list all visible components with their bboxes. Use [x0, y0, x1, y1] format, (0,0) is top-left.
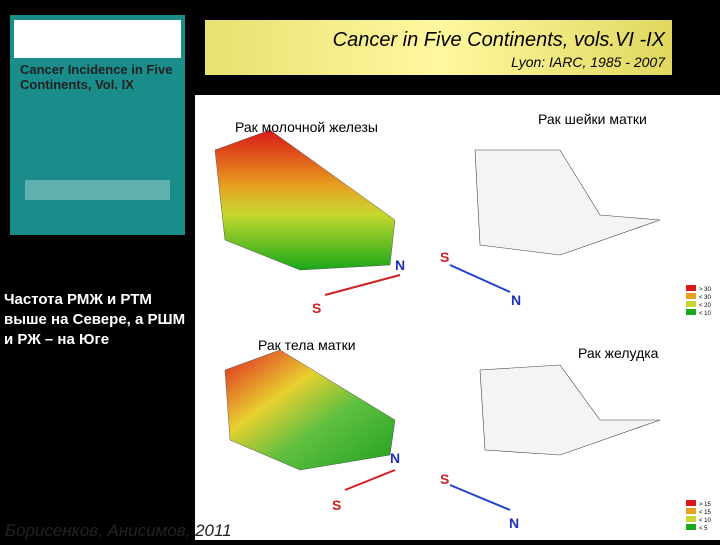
north-label: N: [395, 257, 405, 273]
cover-credits: [25, 180, 170, 200]
panel-title: Рак тела матки: [258, 337, 356, 353]
legend: [686, 285, 696, 530]
legend-label: < 10: [699, 311, 712, 317]
legend-label: < 20: [699, 303, 712, 309]
south-label: S: [312, 300, 321, 316]
header-title: Cancer in Five Continents, vols.VI -IX: [333, 29, 666, 51]
legend-labels: > 30 < 30 < 20 < 10 > 15 < 15 < 10 < 5: [699, 287, 712, 532]
author: Борисенков, Анисимов, 2011: [5, 521, 232, 540]
legend-label: < 30: [699, 295, 712, 301]
surface: [214, 129, 396, 271]
note: Частота РМЖ и РТМ выше на Севере, а РШМ …: [4, 291, 186, 348]
north-label: N: [511, 292, 521, 308]
panel-title: Рак шейки матки: [538, 111, 647, 127]
cover-title: Cancer Incidence in Five Continents, Vol…: [20, 62, 173, 92]
south-label: S: [440, 471, 449, 487]
header-subtitle: Lyon: IARC, 1985 - 2007: [511, 54, 666, 70]
legend-label: > 30: [699, 287, 712, 293]
directions: N S N S N S N S: [312, 249, 521, 531]
legend-label: < 5: [699, 526, 708, 532]
north-label: N: [509, 515, 519, 531]
north-label: N: [390, 450, 400, 466]
cover-title-box: Cancer Incidence in Five Continents, Vol…: [20, 62, 173, 92]
legend-label: < 15: [699, 510, 712, 516]
header-box: [205, 20, 672, 75]
panel-title: Рак желудка: [578, 345, 659, 361]
surface: [474, 149, 661, 256]
arrows: [324, 264, 511, 511]
surface: [479, 364, 661, 456]
south-label: S: [332, 497, 341, 513]
surface: [224, 349, 396, 471]
legend-label: > 15: [699, 502, 712, 508]
legend-label: < 10: [699, 518, 712, 524]
south-label: S: [440, 249, 449, 265]
panel-title: Рак молочной железы: [235, 119, 378, 135]
cover-band: [14, 20, 181, 58]
